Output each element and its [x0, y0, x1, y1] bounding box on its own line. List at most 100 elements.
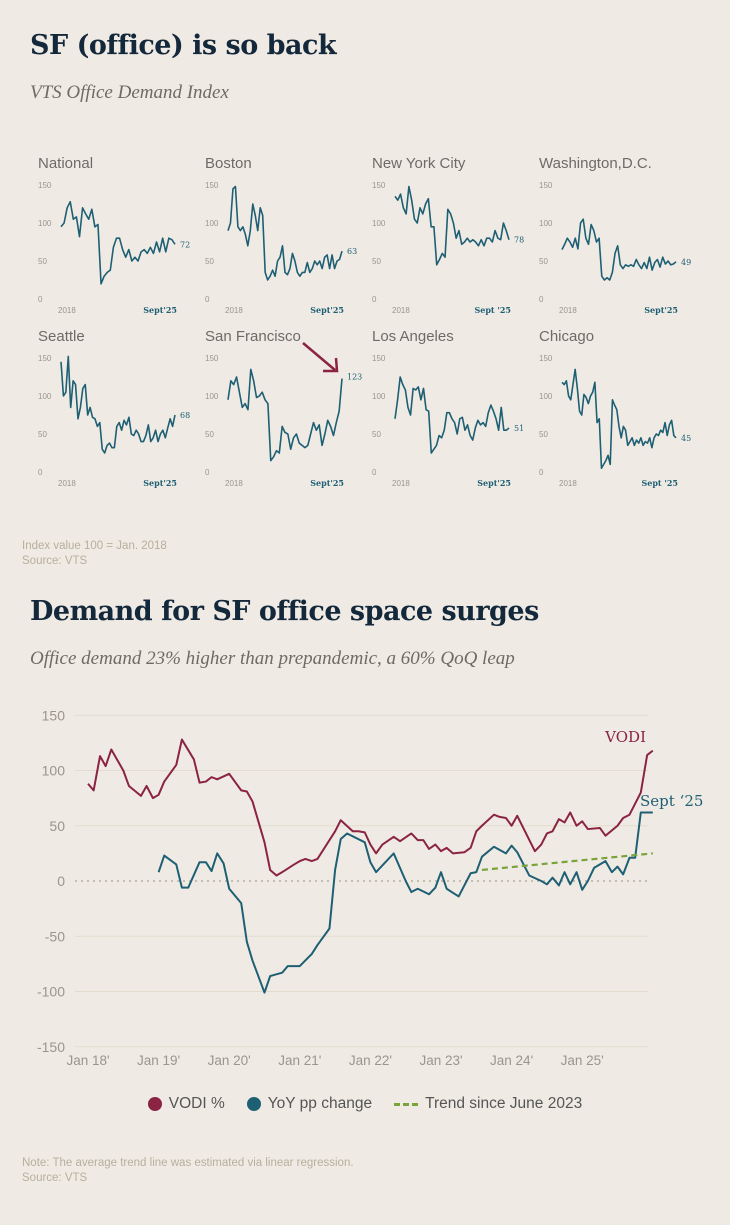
y-tick-label: 150	[38, 181, 52, 190]
panel-chart: 150 100 50 0 2018 Sept'25 51	[372, 354, 524, 488]
panel-title: Seattle	[38, 328, 85, 345]
x-tick-label: 2018	[225, 479, 243, 488]
x-tick-label: Sept'25	[310, 478, 344, 488]
index-note: Index value 100 = Jan. 2018	[22, 540, 167, 552]
legend-dot-icon	[246, 1097, 261, 1111]
panel-los-angeles: Los Angeles 150 100 50 0 2018 Sept'25 51	[372, 328, 539, 508]
y-tick-label: 50	[38, 430, 47, 439]
panel-chart: 150 100 50 0 2018 Sept'25 72	[38, 181, 190, 315]
legend-label: Trend since June 2023	[425, 1095, 583, 1112]
panel-san-francisco: San Francisco 150 100 50 0 2018 Sept'25 123	[205, 328, 372, 508]
end-value-label: 72	[180, 240, 190, 249]
y-tick-label: 150	[38, 354, 52, 363]
y-tick-label: 100	[539, 219, 553, 228]
end-value-label: 49	[681, 258, 691, 267]
y-tick-label: 150	[372, 354, 386, 363]
x-tick-label: Jan 24'	[490, 1053, 533, 1068]
x-tick-label: 2018	[58, 479, 76, 488]
panel-chart: 150 100 50 0 2018 Sept'25 68	[38, 354, 190, 488]
end-value-label: 45	[681, 434, 691, 443]
x-tick-label: 2018	[225, 306, 243, 315]
series-line	[394, 376, 510, 454]
arrow-icon	[302, 342, 336, 371]
series-line	[561, 368, 677, 469]
y-tick-label: 50	[372, 257, 381, 266]
y-tick-label: 150	[205, 354, 219, 363]
y-tick-label: 0	[539, 295, 544, 304]
y-tick-label: 50	[205, 430, 214, 439]
panel-chart: 150 100 50 0 2018 Sept'25 123	[205, 342, 362, 488]
panel-chart: 150 100 50 0 2018 Sept '25 45	[539, 354, 691, 488]
x-tick-label: Sept'25	[310, 305, 344, 315]
page-subtitle: VTS Office Demand Index	[30, 82, 229, 103]
x-tick-label: 2018	[392, 306, 410, 315]
y-tick-label: 0	[539, 468, 544, 477]
end-value-label: 123	[347, 373, 362, 382]
y-tick-label: 50	[205, 257, 214, 266]
end-value-label: 78	[514, 236, 524, 245]
panel-seattle: Seattle 150 100 50 0 2018 Sept'25 68	[38, 328, 205, 508]
legend-item-trend: Trend since June 2023	[394, 1095, 582, 1113]
x-tick-label: Jan 19'	[137, 1053, 180, 1068]
regression-note: Note: The average trend line was estimat…	[22, 1157, 354, 1169]
chart-title: Demand for SF office space surges	[30, 596, 539, 627]
panel-title: New York City	[372, 155, 466, 172]
vodi-annotation: VODI	[604, 728, 646, 746]
x-tick-label: Jan 25'	[561, 1053, 604, 1068]
y-tick-label: 100	[38, 219, 52, 228]
series-line-vodi-	[87, 738, 654, 877]
x-tick-label: Sept'25	[644, 305, 678, 315]
legend-item-yoy: YoY pp change	[246, 1095, 373, 1113]
x-tick-label: Sept '25	[474, 305, 511, 315]
page-title: SF (office) is so back	[30, 30, 337, 61]
x-tick-label: Jan 20'	[208, 1053, 251, 1068]
series-line	[227, 368, 343, 462]
source-note-1: Source: VTS	[22, 555, 88, 567]
panel-title: Boston	[205, 155, 252, 172]
y-tick-label: 150	[539, 181, 553, 190]
panel-title: Los Angeles	[372, 328, 454, 345]
y-tick-label: 100	[38, 392, 52, 401]
panel-chart: 150 100 50 0 2018 Sept'25 49	[539, 181, 691, 315]
legend-label: YoY pp change	[267, 1095, 373, 1112]
legend-dot-icon	[147, 1097, 162, 1111]
y-tick-label: 150	[205, 181, 219, 190]
y-tick-label: -150	[37, 1039, 65, 1055]
y-tick-label: 0	[372, 468, 377, 477]
x-tick-label: Jan 22'	[349, 1053, 392, 1068]
panel-title: Chicago	[539, 328, 595, 345]
y-tick-label: 50	[372, 430, 381, 439]
x-tick-label: Jan 23'	[419, 1053, 462, 1068]
y-tick-label: -50	[45, 928, 65, 944]
panel-new-york-city: New York City 150 100 50 0 2018 Sept '25 78	[372, 155, 539, 335]
legend: VODI % YoY pp change Trend since June 20…	[0, 1095, 730, 1113]
x-tick-label: Sept'25	[143, 305, 177, 315]
y-tick-label: -100	[37, 984, 65, 1000]
y-tick-label: 150	[539, 354, 553, 363]
series-line	[394, 185, 510, 266]
y-tick-label: 0	[205, 468, 210, 477]
x-tick-label: Sept'25	[143, 478, 177, 488]
series-line	[561, 218, 677, 281]
panel-boston: Boston 150 100 50 0 2018 Sept'25 63	[205, 155, 372, 335]
legend-label: VODI %	[168, 1095, 225, 1112]
panel-title: San Francisco	[205, 328, 301, 345]
y-tick-label: 50	[49, 818, 65, 834]
y-tick-label: 50	[38, 257, 47, 266]
panel-chart: 150 100 50 0 2018 Sept '25 78	[372, 181, 524, 315]
series-line	[60, 200, 176, 285]
legend-dash-icon	[394, 1102, 419, 1106]
y-tick-label: 0	[38, 295, 43, 304]
y-tick-label: 0	[205, 295, 210, 304]
panel-title: Washington,D.C.	[539, 155, 652, 172]
y-tick-label: 0	[38, 468, 43, 477]
series-line	[60, 355, 176, 454]
x-tick-label: 2018	[559, 479, 577, 488]
panel-national: National 150 100 50 0 2018 Sept'25 72	[38, 155, 205, 335]
end-value-label: 68	[180, 411, 190, 420]
sept-annotation: Sept ‘25	[640, 792, 703, 810]
legend-item-vodi: VODI %	[147, 1095, 225, 1113]
y-tick-label: 100	[539, 392, 553, 401]
panel-chicago: Chicago 150 100 50 0 2018 Sept '25 45	[539, 328, 706, 508]
